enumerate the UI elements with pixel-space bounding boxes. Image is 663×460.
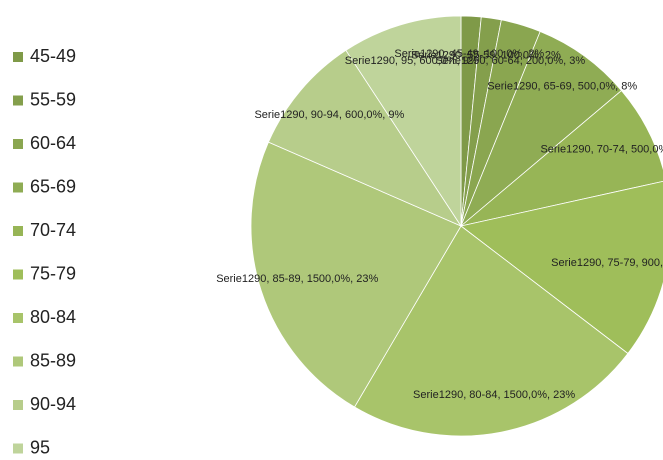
pie-slice [460,30,623,227]
legend-swatch [13,139,23,149]
legend-label: 80-84 [30,307,76,327]
legend-label: 85-89 [30,350,76,370]
legend-swatch [13,95,23,106]
legend-swatch [13,400,23,410]
data-label: Serie1290, 75-79, 900,0%, 14% [551,257,663,269]
pie-slice [267,49,463,227]
legend-swatch [13,313,23,323]
legend-label: 55-59 [30,89,76,109]
data-label: Serie1290, 60-64, 200,0%, 3% [435,55,585,67]
data-label: Serie1290, 80-84, 1500,0%, 23% [413,389,575,401]
legend-swatch [13,52,23,62]
data-label: Serie1290, 85-89, 1500,0%, 23% [216,273,378,285]
legend-swatch [13,356,23,367]
data-label: Serie1290, 65-69, 500,0%, 8% [487,81,637,93]
pie-slice [353,225,629,437]
legend-swatch [13,226,23,236]
legend-label: 75-79 [30,263,76,283]
data-label: Serie1290, 45-49, 100,0%, 2% [394,48,544,60]
pie-slice [460,180,663,355]
pie-slice [345,15,462,228]
legend-label: 65-69 [30,176,76,196]
pie-slice [250,141,462,408]
legend-label: 60-64 [30,133,76,153]
legend-label: 45-49 [30,46,76,66]
data-label: Serie1290, 90-94, 600,0%, 9% [254,109,404,121]
legend-swatch [13,443,23,454]
data-label: Serie1290, 70-74, 500,0%, 8% [540,144,663,156]
legend-label: 70-74 [30,220,76,240]
legend-swatch [13,182,23,193]
legend-swatch [13,269,23,280]
legend-label: 95 [30,437,50,457]
legend-label: 90-94 [30,394,76,414]
data-label: Serie1290, 55-59, 100,0%, 2% [411,50,561,62]
data-label: Serie1290, 95, 600,0%, 9% [345,55,479,67]
